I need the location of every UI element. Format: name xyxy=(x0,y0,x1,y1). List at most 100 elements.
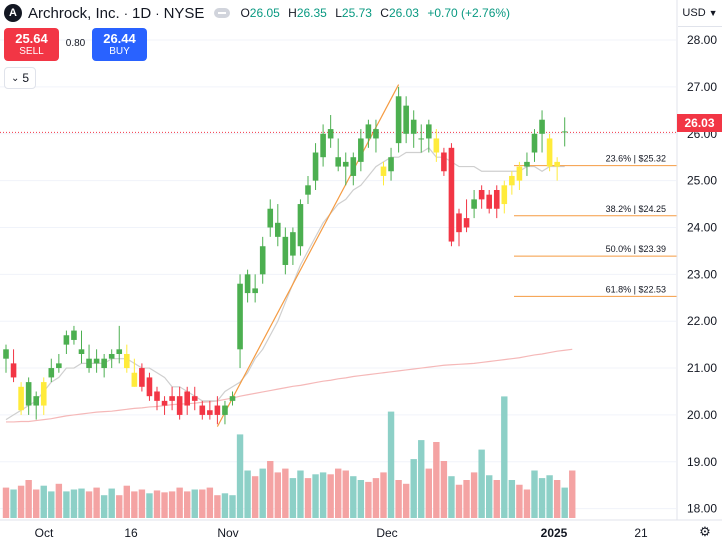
price-tick-label: 23.00 xyxy=(687,267,717,281)
volume-bar xyxy=(48,491,55,518)
volume-bar xyxy=(191,489,198,518)
candle-body xyxy=(509,175,515,186)
time-tick-label: 16 xyxy=(124,526,138,540)
volume-bar xyxy=(259,468,266,518)
candle-body xyxy=(237,283,243,350)
volume-bar xyxy=(531,470,538,518)
volume-bar xyxy=(221,493,229,518)
volume-bar xyxy=(17,485,25,518)
candle-body xyxy=(290,232,296,256)
indicators-toggle-button[interactable]: ⌄ 5 xyxy=(4,67,36,89)
price-axis-background xyxy=(677,0,722,542)
volume-bar xyxy=(387,411,395,518)
candle-body xyxy=(101,358,107,369)
candle-body xyxy=(531,133,538,153)
time-tick-label: Dec xyxy=(376,526,397,540)
separator: · xyxy=(155,5,160,21)
candle-body xyxy=(395,96,402,144)
open-value: 26.05 xyxy=(249,6,280,20)
price-tick-label: 20.00 xyxy=(687,408,717,422)
candle-body xyxy=(33,396,39,406)
symbol-name[interactable]: Archrock, Inc. xyxy=(28,4,120,22)
volume-bar xyxy=(297,470,304,518)
fib-level-label: 50.0% | $23.39 xyxy=(606,244,666,254)
indicators-count: 5 xyxy=(22,71,30,85)
interval[interactable]: 1D xyxy=(132,4,152,22)
candle-body xyxy=(456,213,462,233)
price-tick-label: 18.00 xyxy=(687,502,717,516)
volume-bar xyxy=(100,495,108,518)
volume-bar xyxy=(319,472,327,518)
volume-bar xyxy=(470,472,478,518)
candle-body xyxy=(184,391,190,406)
volume-bar xyxy=(546,475,553,518)
candle-body xyxy=(93,358,100,364)
candle-body xyxy=(18,386,24,411)
candle-body xyxy=(199,405,206,415)
volume-bar xyxy=(569,470,576,518)
candle-body xyxy=(139,368,145,387)
candle-body xyxy=(154,391,160,401)
candle-body xyxy=(546,138,553,167)
candle-body xyxy=(124,354,130,369)
candle-body xyxy=(478,190,485,200)
currency-selector[interactable]: USD ▼ xyxy=(678,0,722,27)
candle-body xyxy=(63,335,70,345)
candle-body xyxy=(373,129,379,139)
candle-body xyxy=(48,368,55,378)
candle-body xyxy=(10,363,17,378)
volume-bar xyxy=(350,476,357,518)
buy-button[interactable]: 26.44 BUY xyxy=(92,28,147,61)
candle-body xyxy=(40,382,47,406)
time-tick-label: Oct xyxy=(35,526,54,540)
volume-bar xyxy=(70,489,78,518)
volume-bar xyxy=(214,495,221,518)
close-value: 26.03 xyxy=(388,6,419,20)
volume-bar xyxy=(282,468,289,518)
volume-bar xyxy=(501,396,508,518)
volume-bar xyxy=(55,483,63,518)
settings-gear-icon[interactable]: ⚙ xyxy=(699,524,711,539)
volume-bar xyxy=(312,474,319,518)
volume-bar xyxy=(327,474,334,518)
low-label: L xyxy=(335,6,342,20)
volume-bar xyxy=(161,492,168,518)
volume-bar xyxy=(85,491,93,518)
candle-body xyxy=(71,330,77,340)
volume-bar xyxy=(168,491,176,518)
candle-body xyxy=(486,194,492,209)
visibility-toggle-icon[interactable] xyxy=(214,8,231,18)
candle-body xyxy=(244,274,251,294)
slow-moving-average-line xyxy=(6,348,573,423)
candle-body xyxy=(493,190,500,209)
volume-bar xyxy=(538,478,546,518)
change-value: +0.70 (+2.76%) xyxy=(427,6,511,20)
candle-body xyxy=(25,382,32,406)
volume-bar xyxy=(425,468,432,518)
candle-body xyxy=(418,138,425,140)
sell-button[interactable]: 25.64 SELL xyxy=(4,28,59,61)
candle-body xyxy=(131,372,138,387)
price-tick-label: 21.00 xyxy=(687,361,717,375)
candle-body xyxy=(358,138,364,162)
price-tick-label: 19.00 xyxy=(687,455,717,469)
volume-bar xyxy=(229,495,236,518)
price-tick-label: 28.00 xyxy=(687,33,717,47)
candle-body xyxy=(365,124,372,139)
ohlc-readout: O26.05 H26.35 L25.73 C26.03 +0.70 (+2.76… xyxy=(240,6,515,20)
volume-bar xyxy=(486,475,493,518)
chevron-down-icon: ▼ xyxy=(708,8,718,18)
time-tick-label: 21 xyxy=(634,526,648,540)
candle-body xyxy=(305,185,311,195)
volume-bar xyxy=(493,480,500,518)
symbol-header: A Archrock, Inc. · 1D · NYSE O26.05 H26.… xyxy=(0,0,515,26)
candle-body xyxy=(342,161,349,167)
candle-body xyxy=(108,354,115,359)
volume-bar xyxy=(523,489,531,518)
sell-label: SELL xyxy=(19,46,44,57)
candle-body xyxy=(561,131,568,133)
fib-level-label: 38.2% | $24.25 xyxy=(606,204,666,214)
volume-bar xyxy=(123,485,130,518)
spread-value: 0.80 xyxy=(65,38,86,49)
